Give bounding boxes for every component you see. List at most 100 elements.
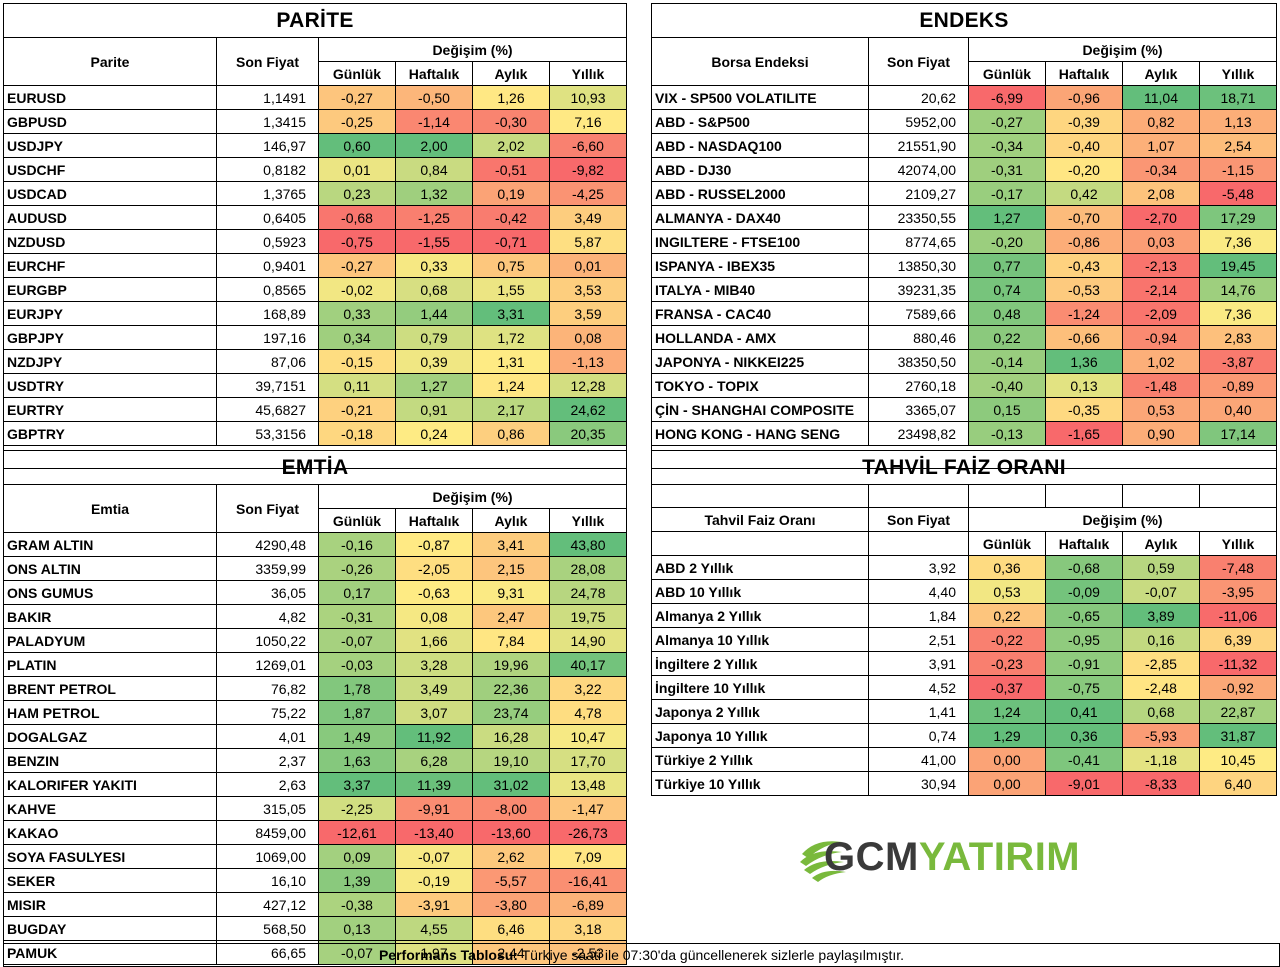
gunluk-cell: 0,13	[318, 916, 396, 941]
name-cell: Japonya 2 Yıllık	[651, 699, 869, 724]
gunluk-cell: -0,15	[318, 349, 396, 374]
gunluk-cell: 0,48	[968, 301, 1046, 326]
name-cell: HAM PETROL	[3, 700, 217, 725]
name-cell: SEKER	[3, 868, 217, 893]
aylik-cell: 22,36	[472, 676, 550, 701]
yillik-header: Yıllık	[549, 508, 627, 533]
aylik-cell: 3,41	[472, 532, 550, 557]
gunluk-cell: 0,22	[968, 603, 1046, 628]
son-fiyat-cell: 41,00	[868, 747, 969, 772]
table-row: PALADYUM 1050,22 -0,07 1,66 7,84 14,90	[3, 628, 627, 653]
name-cell: ISPANYA - IBEX35	[651, 253, 869, 278]
yillik-cell: 18,71	[1199, 85, 1277, 110]
table-row: EURJPY 168,89 0,33 1,44 3,31 3,59	[3, 301, 627, 326]
gunluk-cell: 1,78	[318, 676, 396, 701]
haftalik-cell: -0,70	[1045, 205, 1123, 230]
gunluk-cell: 1,87	[318, 700, 396, 725]
gunluk-cell: -0,75	[318, 229, 396, 254]
haftalik-cell: -0,91	[1045, 651, 1123, 676]
endeks-table: ENDEKS Borsa Endeksi Son Fiyat Değişim (…	[651, 3, 1277, 469]
haftalik-cell: -0,50	[395, 85, 473, 110]
name-cell: ITALYA - MIB40	[651, 277, 869, 302]
yillik-cell: 40,17	[549, 652, 627, 677]
son-fiyat-cell: 1069,00	[216, 844, 319, 869]
gunluk-cell: -0,31	[968, 157, 1046, 182]
son-fiyat-cell: 3,92	[868, 555, 969, 580]
aylik-cell: 0,75	[472, 253, 550, 278]
name-cell: Almanya 2 Yıllık	[651, 603, 869, 628]
son-fiyat-cell: 76,82	[216, 676, 319, 701]
aylik-cell: 2,15	[472, 556, 550, 581]
aylik-cell: 9,31	[472, 580, 550, 605]
haftalik-header: Haftalık	[395, 508, 473, 533]
gunluk-cell: -0,13	[968, 421, 1046, 446]
son-fiyat-cell: 36,05	[216, 580, 319, 605]
son-fiyat-cell: 2760,18	[868, 373, 969, 398]
name-cell: HOLLANDA - AMX	[651, 325, 869, 350]
haftalik-cell: -0,09	[1045, 579, 1123, 604]
haftalik-cell: 0,13	[1045, 373, 1123, 398]
haftalik-header: Haftalık	[395, 61, 473, 86]
blank-cell	[1199, 484, 1277, 508]
son-fiyat-cell: 0,74	[868, 723, 969, 748]
name-cell: İngiltere 10 Yıllık	[651, 675, 869, 700]
tahvil-name-header: Tahvil Faiz Oranı	[651, 507, 869, 532]
haftalik-cell: 0,33	[395, 253, 473, 278]
table-row: BUGDAY 568,50 0,13 4,55 6,46 3,18	[3, 916, 627, 941]
name-cell: ABD - NASDAQ100	[651, 133, 869, 158]
gunluk-cell: -0,18	[318, 421, 396, 446]
son-fiyat-cell: 8774,65	[868, 229, 969, 254]
yillik-header: Yıllık	[1199, 61, 1277, 86]
son-fiyat-header: Son Fiyat	[868, 37, 969, 86]
gunluk-cell: -0,38	[318, 892, 396, 917]
table-row: BAKIR 4,82 -0,31 0,08 2,47 19,75	[3, 604, 627, 629]
yillik-cell: 7,36	[1199, 229, 1277, 254]
haftalik-cell: -0,39	[1045, 109, 1123, 134]
table-row: AUDUSD 0,6405 -0,68 -1,25 -0,42 3,49	[3, 205, 627, 230]
haftalik-cell: -0,96	[1045, 85, 1123, 110]
son-fiyat-cell: 23498,82	[868, 421, 969, 446]
yillik-cell: 3,49	[549, 205, 627, 230]
yillik-cell: 17,29	[1199, 205, 1277, 230]
table-row: NZDJPY 87,06 -0,15 0,39 1,31 -1,13	[3, 349, 627, 374]
son-fiyat-cell: 39,7151	[216, 373, 319, 398]
table-row: USDCAD 1,3765 0,23 1,32 0,19 -4,25	[3, 181, 627, 206]
haftalik-cell: -0,75	[1045, 675, 1123, 700]
gunluk-cell: 0,74	[968, 277, 1046, 302]
table-row: ABD - RUSSEL2000 2109,27 -0,17 0,42 2,08 -5,4…	[651, 181, 1277, 206]
yillik-cell: -16,41	[549, 868, 627, 893]
son-fiyat-cell: 1,3415	[216, 109, 319, 134]
gunluk-cell: -0,14	[968, 349, 1046, 374]
gunluk-cell: -2,25	[318, 796, 396, 821]
gunluk-cell: -0,17	[968, 181, 1046, 206]
gunluk-header: Günlük	[318, 508, 396, 533]
degisim-header: Değişim (%)	[318, 37, 627, 62]
yillik-cell: 43,80	[549, 532, 627, 557]
gunluk-cell: -0,37	[968, 675, 1046, 700]
gunluk-cell: -0,34	[968, 133, 1046, 158]
son-fiyat-cell: 3,91	[868, 651, 969, 676]
footer-text: Türkiye saati ile 07:30'da güncellenerek…	[517, 947, 905, 963]
aylik-cell: 3,31	[472, 301, 550, 326]
aylik-cell: 19,96	[472, 652, 550, 677]
table-row: ABD - DJ30 42074,00 -0,31 -0,20 -0,34 -1,15	[651, 157, 1277, 182]
aylik-cell: 1,02	[1122, 349, 1200, 374]
name-cell: EURJPY	[3, 301, 217, 326]
table-row: BRENT PETROL 76,82 1,78 3,49 22,36 3,22	[3, 676, 627, 701]
gunluk-cell: 1,39	[318, 868, 396, 893]
gunluk-cell: 1,63	[318, 748, 396, 773]
table-row: ONS GUMUS 36,05 0,17 -0,63 9,31 24,78	[3, 580, 627, 605]
aylik-cell: -0,71	[472, 229, 550, 254]
haftalik-cell: 0,24	[395, 421, 473, 446]
haftalik-cell: -9,91	[395, 796, 473, 821]
yillik-cell: -4,25	[549, 181, 627, 206]
haftalik-cell: -13,40	[395, 820, 473, 845]
yillik-cell: 10,47	[549, 724, 627, 749]
aylik-cell: 1,24	[472, 373, 550, 398]
haftalik-cell: -0,53	[1045, 277, 1123, 302]
gunluk-cell: 0,60	[318, 133, 396, 158]
aylik-cell: -0,07	[1122, 579, 1200, 604]
emtia-table: EMTİA Emtia Son Fiyat Değişim (%) Günlük…	[3, 450, 627, 965]
haftalik-cell: -0,40	[1045, 133, 1123, 158]
gunluk-cell: -0,03	[318, 652, 396, 677]
